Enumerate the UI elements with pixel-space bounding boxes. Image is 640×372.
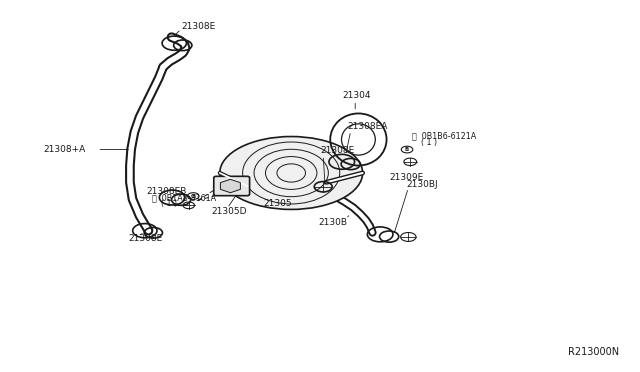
FancyBboxPatch shape bbox=[214, 176, 250, 196]
Ellipse shape bbox=[220, 137, 363, 209]
Text: 21309E: 21309E bbox=[389, 173, 424, 182]
Text: 21308+A: 21308+A bbox=[44, 145, 86, 154]
Text: Ⓑ  0B1B6-6121A: Ⓑ 0B1B6-6121A bbox=[412, 131, 476, 140]
Text: 21308E: 21308E bbox=[128, 234, 163, 243]
Text: 21308E: 21308E bbox=[181, 22, 216, 31]
Text: R213000N: R213000N bbox=[568, 347, 620, 357]
Text: ( 1 ): ( 1 ) bbox=[161, 199, 177, 208]
Text: ( 1 ): ( 1 ) bbox=[421, 138, 437, 147]
Text: 21305D: 21305D bbox=[211, 207, 246, 216]
Text: Ⓑ  0B1A8-8161A: Ⓑ 0B1A8-8161A bbox=[152, 193, 216, 202]
Text: 21308EB: 21308EB bbox=[146, 187, 186, 196]
Text: B: B bbox=[191, 193, 195, 199]
Text: B: B bbox=[405, 147, 409, 152]
Text: 21308EA: 21308EA bbox=[348, 122, 388, 131]
Text: 21305: 21305 bbox=[264, 199, 292, 208]
Text: 21308E: 21308E bbox=[320, 146, 355, 155]
Text: 2130BJ: 2130BJ bbox=[406, 180, 438, 189]
Text: 2130B: 2130B bbox=[319, 218, 348, 227]
Text: 21304: 21304 bbox=[342, 92, 371, 100]
